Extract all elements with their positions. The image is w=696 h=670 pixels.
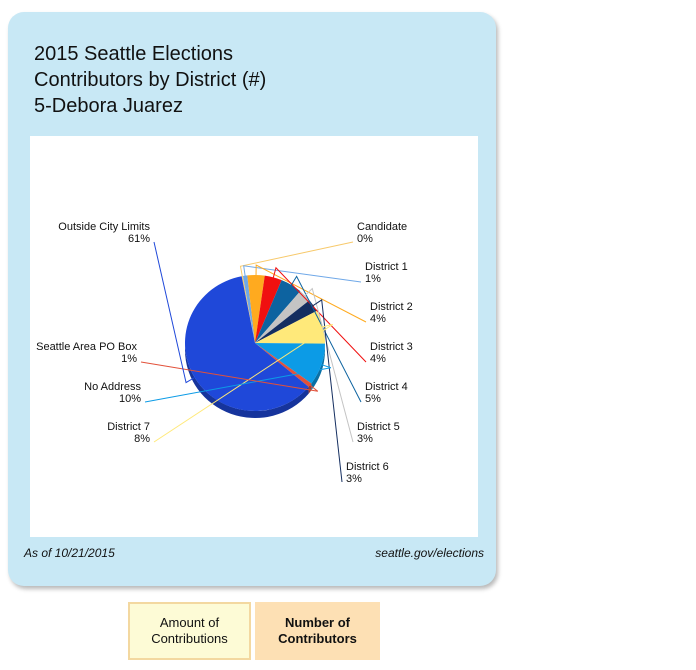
pie-slice-candidate[interactable]: [241, 276, 255, 343]
slice-label: Outside City Limits: [58, 221, 150, 233]
slice-percent: 1%: [121, 353, 137, 365]
slice-label: District 2: [370, 301, 413, 313]
as-of-date: As of 10/21/2015: [24, 546, 115, 560]
pie-depth-no-address: [311, 343, 325, 391]
pie-slice-district-3[interactable]: [255, 275, 282, 343]
pie-slice-district-5[interactable]: [255, 291, 310, 343]
slice-label: District 1: [365, 261, 408, 273]
slice-percent: 1%: [365, 273, 381, 285]
chart-title: 2015 Seattle Elections Contributors by D…: [34, 41, 266, 119]
leader-line-seattle-area-po-box: [140, 361, 319, 392]
slice-percent: 4%: [370, 313, 386, 325]
leader-line-district-6: [311, 299, 343, 483]
leader-line-district-1: [243, 265, 362, 283]
slice-label: District 4: [365, 381, 408, 393]
tab-number-of-contributors[interactable]: Number of Contributors: [255, 602, 380, 660]
plot-area: Candidate 0% District 1 1% District 2 4% Distr…: [30, 136, 478, 537]
pie-slice-district-6[interactable]: [255, 300, 317, 343]
leader-line-candidate: [239, 241, 354, 278]
slice-label: District 6: [346, 461, 389, 473]
pie-slice-seattle-area-po-box[interactable]: [255, 343, 312, 387]
title-line-2: Contributors by District (#): [34, 69, 267, 91]
slice-label: District 7: [107, 421, 150, 433]
leader-line-district-2: [255, 264, 367, 323]
leader-line-district-7: [153, 323, 333, 443]
slice-percent: 3%: [357, 433, 373, 445]
slice-label: Seattle Area PO Box: [36, 341, 137, 353]
tab-amount-label: Amount of Contributions: [151, 615, 228, 646]
leader-line-district-4: [290, 275, 362, 403]
chart-card: 2015 Seattle Elections Contributors by D…: [8, 12, 496, 586]
pie-slice-district-1[interactable]: [242, 275, 255, 343]
slice-label: District 5: [357, 421, 400, 433]
leader-line-district-3: [272, 266, 367, 363]
pie-slice-no-address[interactable]: [255, 343, 325, 384]
leader-line-no-address: [144, 363, 332, 403]
leader-line-district-5: [303, 287, 354, 443]
slice-label: District 3: [370, 341, 413, 353]
pie-slice-district-7[interactable]: [255, 310, 325, 344]
slice-label: No Address: [84, 381, 141, 393]
tab-amount-of-contributions[interactable]: Amount of Contributions: [128, 602, 251, 660]
title-line-3: 5-Debora Juarez: [34, 95, 183, 117]
pie-slice-district-4[interactable]: [255, 280, 301, 343]
slice-percent: 3%: [346, 473, 362, 485]
slice-label: Candidate: [357, 221, 407, 233]
slice-percent: 10%: [119, 393, 141, 405]
title-line-1: 2015 Seattle Elections: [34, 43, 234, 65]
leader-line-outside-city-limits: [153, 241, 197, 384]
slice-percent: 4%: [370, 353, 386, 365]
slice-percent: 8%: [134, 433, 150, 445]
slice-percent: 5%: [365, 393, 381, 405]
source-link[interactable]: seattle.gov/elections: [375, 546, 484, 560]
slice-percent: 61%: [128, 233, 150, 245]
slice-percent: 0%: [357, 233, 373, 245]
pie-slice-district-2[interactable]: [247, 275, 265, 343]
tab-number-label: Number of Contributors: [278, 615, 357, 646]
